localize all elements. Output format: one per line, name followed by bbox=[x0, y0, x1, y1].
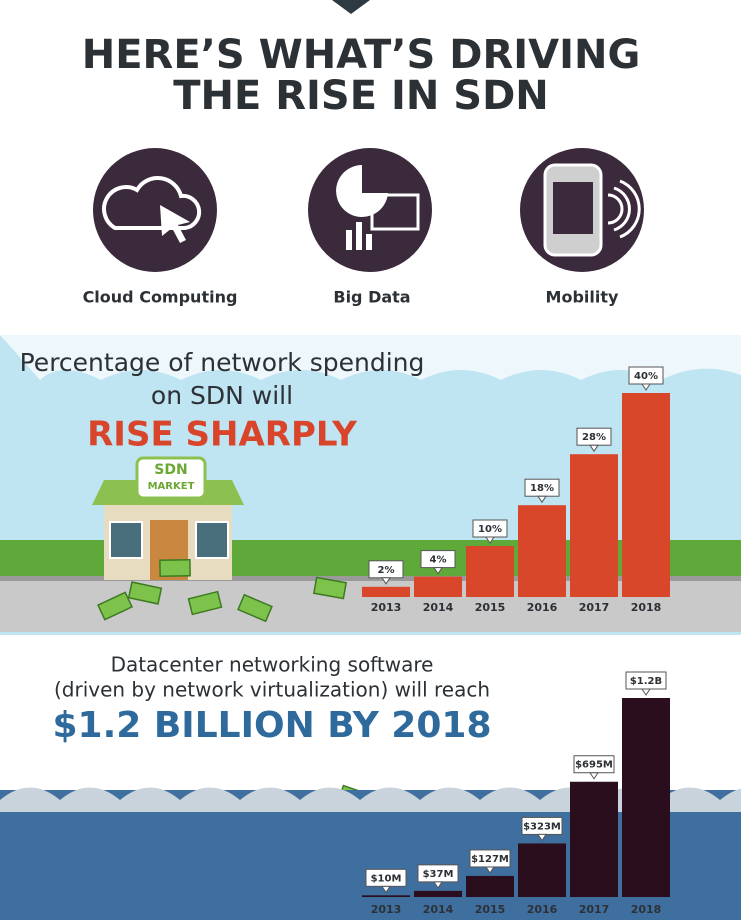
bar bbox=[414, 576, 462, 597]
bar bbox=[518, 843, 566, 897]
window bbox=[109, 521, 143, 559]
x-tick-label: 2015 bbox=[475, 601, 506, 614]
sign-text: SDN bbox=[154, 462, 187, 478]
signal-icon bbox=[607, 179, 641, 239]
x-tick-label: 2018 bbox=[631, 903, 662, 916]
pie-icon bbox=[336, 165, 388, 217]
value-label-pointer bbox=[641, 688, 651, 696]
value-label-pointer bbox=[381, 885, 391, 894]
x-tick-label: 2017 bbox=[579, 601, 610, 614]
x-tick-label: 2017 bbox=[579, 903, 610, 916]
x-tick-label: 2016 bbox=[527, 601, 558, 614]
value-label-pointer bbox=[641, 383, 651, 391]
cash-bill bbox=[312, 576, 348, 600]
value-label-pointer bbox=[381, 577, 391, 585]
bar bbox=[362, 586, 410, 597]
value-label: 10% bbox=[478, 524, 502, 535]
cash-bill bbox=[159, 558, 191, 578]
value-label: $323M bbox=[523, 821, 561, 832]
chart-title: (driven by network virtualization) will … bbox=[54, 678, 490, 702]
x-tick-label: 2014 bbox=[423, 601, 454, 614]
cash-bill bbox=[237, 593, 273, 623]
value-label-pointer bbox=[589, 444, 599, 453]
value-label-pointer bbox=[485, 536, 495, 544]
bars-icon bbox=[346, 230, 352, 250]
value-label: $1.2B bbox=[630, 676, 662, 687]
value-label-pointer bbox=[433, 881, 443, 889]
waves bbox=[0, 787, 741, 812]
x-tick-label: 2014 bbox=[423, 903, 454, 916]
value-label: 28% bbox=[582, 432, 606, 443]
bar bbox=[362, 895, 410, 897]
bar bbox=[622, 393, 670, 597]
driver-label: Cloud Computing bbox=[83, 288, 238, 307]
value-label: 18% bbox=[530, 483, 554, 494]
chart-title: Percentage of network spending bbox=[20, 348, 425, 377]
value-label-pointer bbox=[589, 772, 599, 780]
cursor-icon bbox=[160, 205, 190, 243]
cash-bill bbox=[97, 591, 133, 621]
store-sign bbox=[135, 456, 207, 500]
header-title: HERE’S WHAT’S DRIVING bbox=[82, 32, 641, 78]
sign-text: MARKET bbox=[148, 481, 195, 492]
driver-label: Mobility bbox=[546, 288, 619, 307]
cash-bill bbox=[187, 590, 223, 616]
x-tick-label: 2015 bbox=[475, 903, 506, 916]
phone-screen bbox=[553, 182, 593, 234]
chart-subtitle: $1.2 BILLION BY 2018 bbox=[53, 705, 492, 746]
value-label: $127M bbox=[471, 854, 509, 865]
value-label-pointer bbox=[537, 833, 547, 842]
value-label: 2% bbox=[378, 565, 395, 576]
value-label: 4% bbox=[430, 555, 447, 566]
curb bbox=[0, 576, 741, 581]
x-tick-label: 2013 bbox=[371, 903, 402, 916]
x-tick-label: 2016 bbox=[527, 903, 558, 916]
store: SDN MARKET bbox=[92, 456, 244, 580]
clouds bbox=[0, 335, 741, 380]
value-label: $10M bbox=[371, 873, 402, 884]
x-tick-label: 2018 bbox=[631, 601, 662, 614]
bar bbox=[570, 781, 618, 897]
value-label: $695M bbox=[575, 760, 613, 771]
value-label-pointer bbox=[433, 567, 443, 575]
top-notch bbox=[332, 0, 370, 14]
bar bbox=[414, 890, 462, 897]
cloud-icon bbox=[102, 176, 202, 230]
chart-subtitle: RISE SHARPLY bbox=[87, 415, 357, 455]
bar bbox=[622, 698, 670, 897]
cash-bill bbox=[127, 581, 163, 605]
driver-label: Big Data bbox=[333, 288, 410, 307]
bar bbox=[466, 546, 514, 597]
value-label-pointer bbox=[537, 495, 547, 504]
x-tick-label: 2013 bbox=[371, 601, 402, 614]
bar bbox=[570, 454, 618, 597]
bar bbox=[518, 505, 566, 597]
value-label-pointer bbox=[485, 866, 495, 874]
chart-title: on SDN will bbox=[151, 381, 293, 410]
bars-icon bbox=[356, 222, 362, 250]
value-label: 40% bbox=[634, 371, 658, 382]
table-icon bbox=[370, 193, 420, 231]
header-title: THE RISE IN SDN bbox=[173, 73, 549, 119]
chart-title: Datacenter networking software bbox=[111, 653, 434, 677]
driver-icons bbox=[93, 148, 644, 272]
window bbox=[195, 521, 229, 559]
value-label: $37M bbox=[423, 869, 454, 880]
bars-icon bbox=[366, 234, 372, 250]
icon-circle bbox=[93, 148, 217, 272]
bar bbox=[466, 875, 514, 897]
